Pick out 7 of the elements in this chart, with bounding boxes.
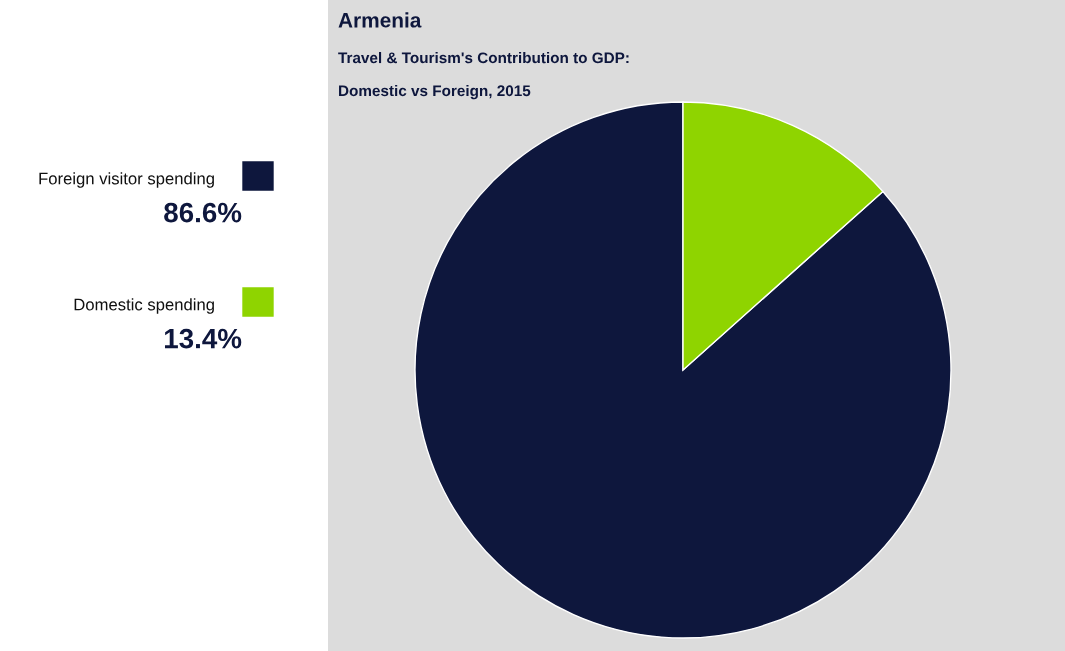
legend-label: Foreign visitor spending: [39, 172, 214, 188]
data-label: 13.4%: [164, 328, 242, 349]
legend-label: Domestic spending: [74, 298, 214, 314]
chart-title: Armenia: [338, 12, 422, 28]
text: Travel & Tourism's Contribution to GDP: Domestic vs Foreign, 2015: [338, 52, 629, 100]
pie-slice: [414, 101, 952, 639]
data-label: 86.6%: [164, 202, 242, 223]
